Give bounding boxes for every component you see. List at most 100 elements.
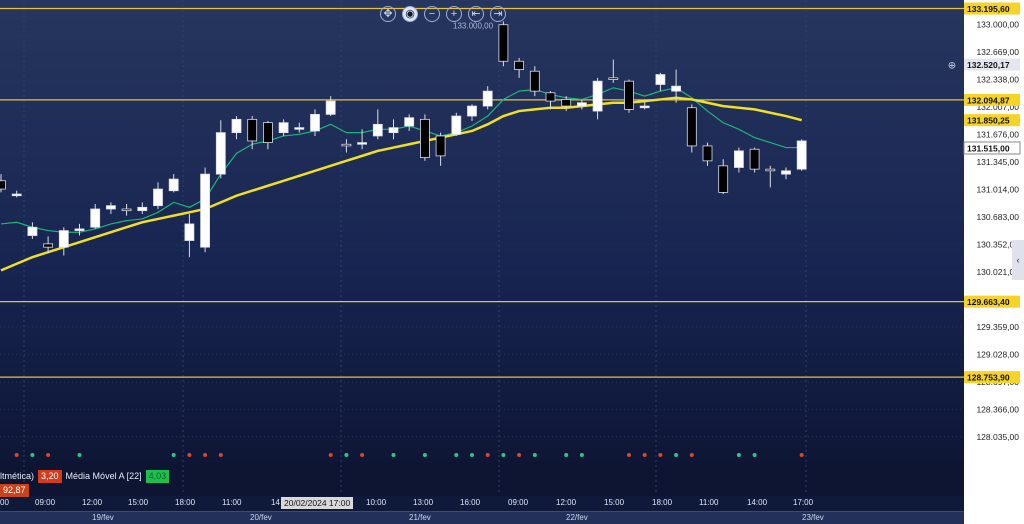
candle-body	[137, 206, 148, 212]
candle-body	[357, 142, 368, 145]
buy-signal-dot	[30, 453, 35, 457]
moving-average-label: Média Móvel A [22]	[65, 471, 142, 481]
candle-body	[184, 223, 195, 241]
buy-signal-dot	[422, 453, 427, 457]
candle-body	[74, 228, 85, 231]
legend-prefix: ltmética)	[0, 471, 35, 481]
time-tick-label: 11:00	[699, 498, 719, 507]
buy-signal-dot	[736, 453, 741, 457]
candle-body	[639, 105, 650, 109]
candle-body	[121, 208, 132, 212]
candle-body	[435, 135, 446, 157]
time-tick-label: 09:00	[508, 498, 529, 507]
candle-body	[514, 60, 524, 70]
buy-signal-dot	[344, 453, 349, 457]
candle-body	[718, 165, 729, 193]
buy-signal-dot	[391, 453, 396, 457]
date-tick-label: 20/fev	[250, 513, 272, 522]
fit-left-icon[interactable]: ⇤	[468, 6, 484, 22]
candle-body	[388, 127, 399, 134]
moving-average-green	[0, 87, 802, 233]
buy-signal-dot	[454, 453, 459, 457]
candle-body	[0, 180, 6, 190]
candle-body	[686, 107, 697, 147]
date-axis: 19/fev 20/fev 21/fev 22/fev 23/fev	[0, 511, 964, 524]
cursor-icon[interactable]: ◉	[402, 6, 418, 22]
cursor-date-label: 20/02/2024 17:00	[281, 497, 354, 509]
y-tick-label: 131.014,00	[976, 185, 1019, 195]
chart-toolbar: ✥ ◉ − + ⇤ ⇥	[380, 6, 506, 22]
level-label: 129.663,40	[967, 297, 1010, 307]
y-tick-label: 132.669,00	[976, 47, 1019, 57]
y-tick-label: 132.338,00	[976, 75, 1019, 85]
candle-body	[153, 188, 163, 207]
candle-body	[749, 148, 760, 170]
candle-body	[27, 226, 38, 236]
time-tick-label: 15:00	[128, 498, 149, 507]
price-label: 131.515,00	[967, 143, 1010, 153]
candle-body	[796, 140, 807, 170]
buy-signal-dot	[77, 453, 82, 457]
candle-body	[451, 115, 462, 135]
price-label: 131.850,25	[967, 116, 1010, 126]
level-label-box	[964, 371, 1020, 384]
price-label-box	[963, 141, 1021, 155]
time-tick-label: 11:00	[222, 498, 242, 507]
candle-body	[372, 123, 383, 137]
candle-body	[58, 230, 69, 248]
candle-body	[498, 24, 509, 62]
candle-body	[200, 173, 211, 248]
time-tick-label: 12:00	[82, 498, 103, 507]
candle-body	[781, 170, 791, 175]
indicator-legend: ltmética) 3,20 Média Móvel A [22] 4,03	[0, 468, 170, 484]
y-tick-label: 133.000,00	[976, 20, 1019, 30]
sell-signal-dot	[517, 453, 522, 457]
buy-signal-dot	[532, 453, 537, 457]
candle-body	[231, 118, 242, 134]
level-label-box	[964, 2, 1020, 15]
y-tick-label: 129.028,00	[976, 349, 1019, 359]
buy-signal-dot	[171, 453, 176, 457]
sell-signal-dot	[46, 453, 51, 457]
candle-body	[215, 132, 226, 175]
plot-background	[0, 0, 964, 495]
cursor-price-label: 133.000,00	[453, 22, 494, 31]
zoom-in-icon[interactable]: +	[446, 6, 462, 22]
candle-body	[529, 70, 540, 92]
time-tick-label: 14	[271, 498, 280, 507]
time-tick-label: 10:00	[366, 498, 387, 507]
zoom-out-icon[interactable]: −	[424, 6, 440, 22]
y-tick-label: 131.345,00	[976, 157, 1019, 167]
sell-signal-dot	[658, 453, 663, 457]
sell-signal-dot	[218, 453, 223, 457]
sell-signal-dot	[627, 453, 631, 457]
sell-signal-dot	[799, 453, 804, 457]
candle-body	[467, 105, 477, 117]
candle-body	[294, 127, 305, 130]
price-label: 132.520,17	[967, 60, 1010, 70]
candle-body	[310, 113, 320, 132]
crosshair-icon[interactable]: ✥	[380, 6, 396, 22]
level-label: 128.753,90	[967, 373, 1010, 383]
date-tick-label: 19/fev	[92, 513, 114, 522]
time-tick-label: 13:00	[413, 498, 434, 507]
sell-signal-dot	[14, 453, 19, 457]
candle-body	[734, 150, 744, 168]
sell-signal-dot	[360, 453, 365, 457]
time-tick-label: 12:00	[556, 498, 577, 507]
moving-average-value-box: 4,03	[145, 469, 170, 483]
candle-body	[655, 74, 666, 85]
fit-right-icon[interactable]: ⇥	[490, 6, 506, 22]
date-tick-label: 21/fev	[409, 513, 431, 522]
candle-body	[419, 118, 430, 158]
candle-body	[765, 168, 776, 172]
sell-signal-dot	[642, 453, 647, 457]
date-tick-label: 22/fev	[566, 513, 588, 522]
time-tick-label: 09:00	[35, 498, 56, 507]
legend-below-value: 92,87	[0, 484, 29, 497]
legend-value-box: 3,20	[38, 469, 62, 483]
level-label-box	[964, 295, 1020, 308]
collapse-panel-handle[interactable]: ‹	[1012, 240, 1024, 280]
